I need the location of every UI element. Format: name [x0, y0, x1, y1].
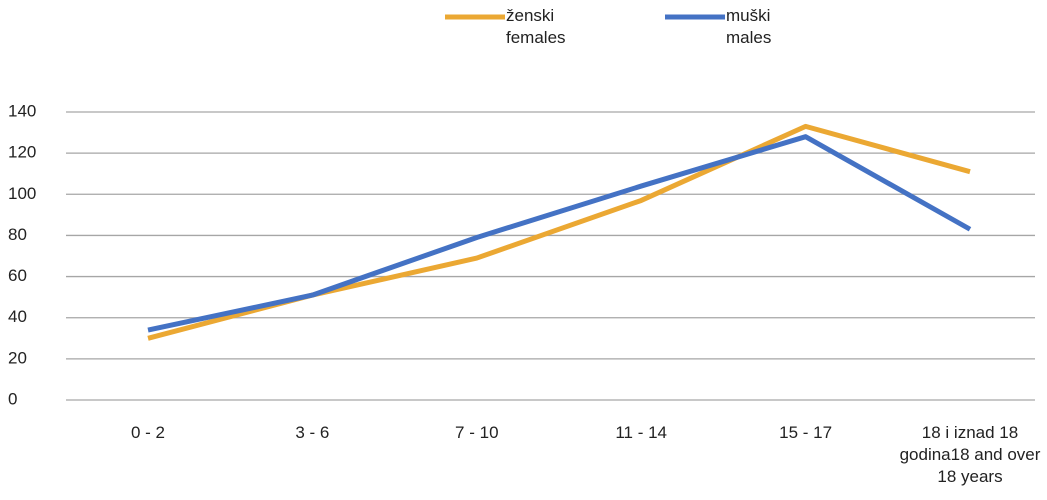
y-tick-label: 0 — [8, 389, 17, 408]
legend-label: muški males — [726, 6, 772, 47]
x-tick-label: 7 - 10 — [455, 423, 499, 442]
y-tick-label: 120 — [8, 143, 36, 162]
y-tick-label: 100 — [8, 184, 36, 203]
x-tick-label: 3 - 6 — [295, 423, 330, 442]
x-tick-label: 0 - 2 — [130, 423, 166, 442]
legend-label: ženski females — [506, 6, 566, 47]
x-tick-label: 15 - 17 — [779, 423, 833, 442]
y-tick-label: 140 — [8, 101, 36, 120]
y-tick-label: 80 — [8, 225, 27, 244]
series-line — [147, 134, 972, 333]
x-tick-label: 11 - 14 — [615, 423, 668, 442]
x-tick-label: 18 i iznad 18 godina18 and over 18 years — [899, 423, 1041, 486]
y-tick-label: 60 — [8, 266, 27, 285]
y-tick-label: 40 — [8, 307, 27, 326]
y-tick-label: 20 — [8, 348, 27, 367]
